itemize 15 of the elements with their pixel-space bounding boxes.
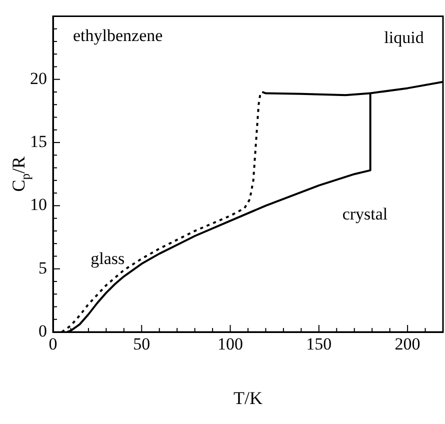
text: ethylbenzene bbox=[73, 26, 163, 46]
x-tick-label: 150 bbox=[306, 334, 332, 354]
annotation: liquid bbox=[384, 28, 424, 47]
y-tick-label: 20 bbox=[30, 68, 47, 88]
y-axis-title: Cp/R bbox=[8, 156, 33, 192]
y-tick-label: 10 bbox=[30, 195, 47, 214]
y-tick-label: 5 bbox=[38, 258, 47, 278]
y-tick-label: 15 bbox=[30, 132, 47, 151]
x-tick-label: 50 bbox=[133, 334, 150, 354]
y-tick-label: 0 bbox=[38, 321, 47, 340]
annotation: crystal bbox=[342, 204, 388, 224]
x-tick-label: 100 bbox=[218, 334, 244, 354]
x-tick-label: 200 bbox=[394, 334, 420, 354]
annotation: glass bbox=[90, 248, 125, 268]
x-axis-title: T/K bbox=[234, 388, 262, 408]
